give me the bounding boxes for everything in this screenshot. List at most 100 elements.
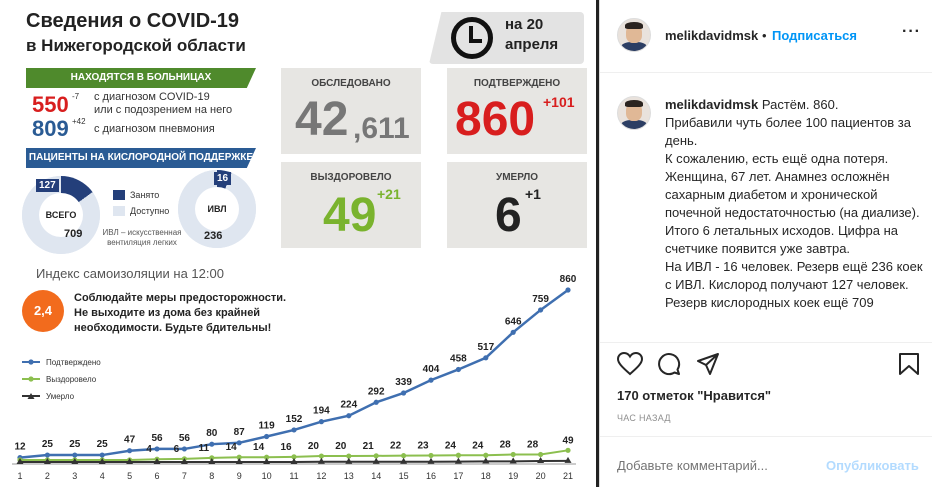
legend-label: Подтверждено bbox=[46, 358, 101, 367]
confirmed-data-label: 25 bbox=[97, 439, 109, 450]
series-point bbox=[400, 457, 408, 464]
series-point bbox=[318, 419, 324, 425]
confirmed-data-label: 292 bbox=[368, 386, 385, 397]
recovered-data-label: 21 bbox=[363, 441, 375, 452]
series-point bbox=[98, 458, 106, 464]
x-tick-label: 9 bbox=[237, 471, 242, 481]
died-box: УМЕРЛО 6 +1 bbox=[447, 162, 587, 248]
caption-avatar[interactable] bbox=[617, 96, 651, 130]
series-point bbox=[264, 433, 270, 440]
hosp-covid-text-2: или с подозрением на него bbox=[94, 104, 233, 116]
hosp-pneumonia-number: 809 bbox=[32, 116, 69, 141]
x-tick-label: 7 bbox=[182, 471, 187, 481]
recovered-data-label: 16 bbox=[280, 442, 292, 453]
confirmed-data-label: 87 bbox=[234, 427, 246, 438]
comment-icon[interactable] bbox=[657, 352, 681, 376]
recovered-data-label: 23 bbox=[417, 440, 429, 451]
series-point bbox=[510, 329, 516, 335]
series-point bbox=[291, 427, 297, 433]
x-tick-label: 13 bbox=[344, 471, 354, 481]
confirmed-delta: +101 bbox=[543, 94, 575, 110]
total-donut-label: ВСЕГО bbox=[39, 193, 83, 237]
hosp-covid-number: 550 bbox=[32, 92, 69, 117]
series-point bbox=[509, 457, 517, 464]
x-tick-label: 15 bbox=[399, 471, 409, 481]
ivl-available-value: 236 bbox=[204, 230, 223, 242]
share-icon[interactable] bbox=[696, 352, 720, 376]
confirmed-data-label: 759 bbox=[532, 294, 549, 305]
actions-divider bbox=[600, 342, 932, 343]
comment-input[interactable] bbox=[617, 458, 797, 473]
confirmed-label: ПОДТВЕРЖДЕНО bbox=[473, 78, 561, 89]
follow-button[interactable]: Подписаться bbox=[772, 28, 858, 43]
x-tick-label: 11 bbox=[289, 471, 298, 481]
x-tick-label: 14 bbox=[371, 471, 381, 481]
confirmed-value: 860 bbox=[455, 93, 536, 146]
died-delta: +1 bbox=[525, 186, 541, 202]
series-point bbox=[455, 452, 461, 458]
confirmed-data-label: 646 bbox=[505, 316, 522, 327]
series-point bbox=[345, 457, 353, 464]
legend-occupied-swatch bbox=[113, 190, 125, 200]
series-point bbox=[346, 413, 352, 419]
series-point bbox=[482, 457, 490, 464]
post-side-panel: melikdavidmsk • Подписаться ··· melikdav… bbox=[600, 0, 932, 487]
confirmed-data-label: 517 bbox=[477, 342, 494, 353]
more-options-button[interactable]: ··· bbox=[902, 23, 921, 40]
post-time[interactable]: ЧАС НАЗАД bbox=[617, 413, 671, 423]
caption-line-5: Резерв кислородных коек ещё 709 bbox=[665, 295, 874, 310]
header-avatar[interactable] bbox=[617, 18, 651, 52]
legend-label: Умерло bbox=[46, 392, 75, 401]
total-occupied-value: 127 bbox=[36, 179, 59, 192]
confirmed-data-label: 47 bbox=[124, 435, 136, 446]
recovered-box: ВЫЗДОРОВЕЛО 49 +21 bbox=[281, 162, 421, 248]
series-point bbox=[263, 458, 271, 464]
series-point bbox=[99, 452, 105, 458]
confirmed-data-label: 404 bbox=[423, 364, 440, 375]
confirmed-data-label: 119 bbox=[259, 420, 276, 431]
recovered-data-label: 28 bbox=[527, 439, 539, 450]
publish-button[interactable]: Опубликовать bbox=[826, 458, 919, 473]
examined-box: ОБСЛЕДОВАНО 42 ,611 bbox=[281, 68, 421, 154]
bookmark-icon[interactable] bbox=[898, 352, 920, 376]
series-point bbox=[44, 452, 51, 458]
died-value: 6 bbox=[495, 189, 522, 242]
series-point bbox=[153, 458, 161, 464]
self-isolation-label: Индекс самоизоляции на 12:00 bbox=[36, 266, 224, 281]
heart-icon[interactable] bbox=[617, 352, 643, 376]
likes-count[interactable]: 170 отметок "Нравится" bbox=[617, 388, 772, 403]
x-tick-label: 8 bbox=[209, 471, 214, 481]
series-point bbox=[428, 452, 434, 459]
examined-label: ОБСЛЕДОВАНО bbox=[311, 78, 391, 89]
series-point bbox=[427, 457, 435, 464]
x-tick-label: 20 bbox=[536, 471, 546, 481]
self-isolation-value: 2,4 bbox=[22, 290, 64, 332]
confirmed-box: ПОДТВЕРЖДЕНО 860 +101 bbox=[447, 68, 587, 154]
recovered-data-label: 6 bbox=[174, 444, 180, 455]
recovered-data-label: 24 bbox=[445, 440, 457, 451]
total-available-value: 709 bbox=[64, 228, 83, 240]
header-separator: • bbox=[762, 28, 767, 43]
legend-available-label: Доступно bbox=[130, 206, 170, 216]
series-point bbox=[16, 458, 24, 464]
image-edge bbox=[596, 0, 599, 487]
legend-swatch-marker bbox=[27, 393, 35, 399]
caption-username[interactable]: melikdavidmsk bbox=[665, 97, 759, 112]
confirmed-data-label: 25 bbox=[69, 439, 81, 450]
header-username[interactable]: melikdavidmsk bbox=[665, 28, 759, 43]
examined-value-tail: ,611 bbox=[353, 112, 410, 145]
ivl-note-1: ИВЛ – искусственная bbox=[102, 228, 182, 237]
warning-line-3: необходимости. Будьте бдительны! bbox=[74, 322, 272, 334]
series-point bbox=[537, 457, 545, 464]
warning-line-1: Соблюдайте меры предосторожности. bbox=[74, 292, 287, 304]
legend-swatch-marker bbox=[28, 359, 34, 365]
confirmed-data-label: 80 bbox=[206, 428, 218, 439]
x-tick-label: 10 bbox=[262, 471, 272, 481]
series-point bbox=[538, 307, 544, 313]
hosp-pneumonia-text: с диагнозом пневмония bbox=[94, 123, 215, 135]
infographic-subtitle: в Нижегородской области bbox=[26, 36, 246, 55]
confirmed-data-label: 56 bbox=[179, 433, 191, 444]
confirmed-data-label: 152 bbox=[286, 414, 303, 425]
confirmed-data-label: 25 bbox=[42, 439, 54, 450]
recovered-value: 49 bbox=[323, 189, 377, 242]
